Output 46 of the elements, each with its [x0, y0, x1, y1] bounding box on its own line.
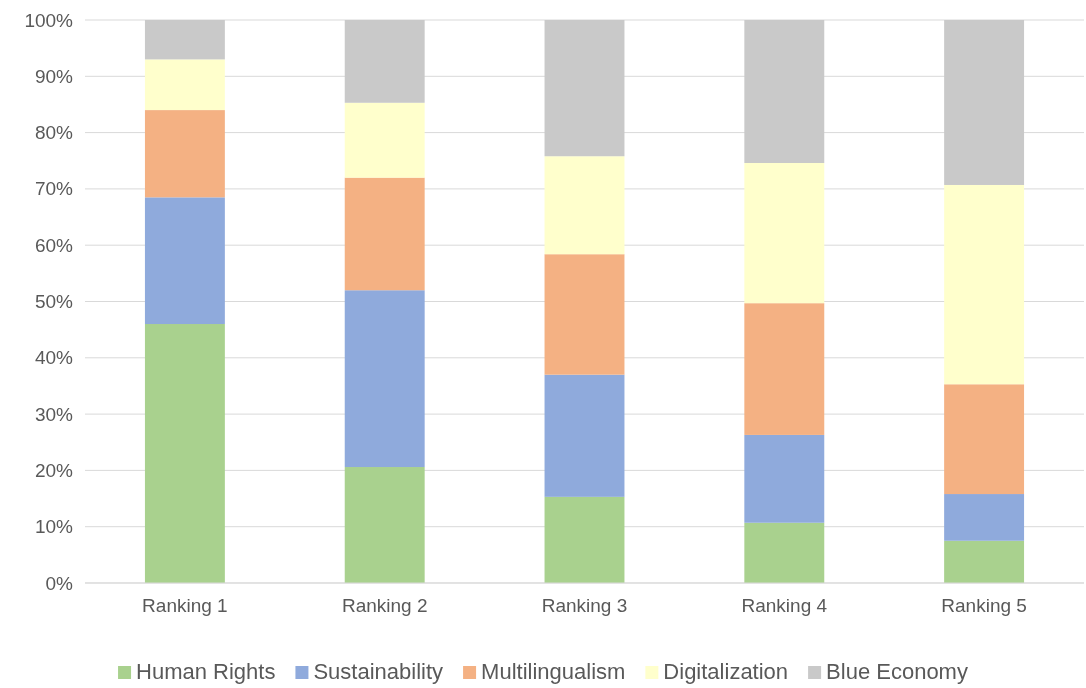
y-tick-label: 60%: [34, 234, 74, 256]
bar: [944, 184, 1025, 385]
y-tick-label: 10%: [34, 516, 74, 538]
y-tick-label: 80%: [34, 122, 74, 144]
bar: [944, 494, 1025, 541]
y-tick-label: 70%: [34, 178, 74, 200]
legend-label: Digitalization: [663, 659, 789, 684]
legend-label: Blue Economy: [826, 659, 968, 684]
bar: [144, 20, 225, 60]
bar: [344, 290, 425, 468]
bar: [544, 156, 625, 255]
bar: [744, 20, 825, 163]
bar: [744, 303, 825, 435]
y-tick-label: 30%: [34, 403, 74, 425]
bar: [544, 496, 625, 583]
bar: [144, 59, 225, 111]
legend-label: Sustainability: [313, 659, 444, 684]
bar: [344, 102, 425, 178]
y-tick-label: 100%: [24, 9, 74, 31]
bar: [144, 110, 225, 198]
bar: [944, 20, 1025, 185]
bar: [744, 522, 825, 583]
legend-label: Human Rights: [136, 659, 276, 684]
bar: [744, 163, 825, 304]
bar: [744, 434, 825, 523]
bar: [344, 177, 425, 291]
y-tick-label: 50%: [34, 291, 74, 313]
bar: [944, 384, 1025, 495]
y-tick-label: 90%: [34, 65, 74, 87]
bar: [944, 540, 1025, 583]
x-tick-label: Ranking 5: [941, 595, 1027, 617]
x-tick-label: Ranking 4: [741, 595, 828, 617]
x-tick-label: Ranking 1: [142, 595, 228, 617]
bar: [144, 197, 225, 325]
bar: [544, 20, 625, 157]
bar: [144, 324, 225, 583]
y-tick-label: 0%: [45, 572, 74, 594]
y-tick-label: 40%: [34, 347, 74, 369]
y-tick-label: 20%: [34, 459, 74, 481]
x-tick-label: Ranking 2: [341, 595, 428, 617]
bar: [344, 467, 425, 583]
bar: [344, 20, 425, 103]
x-tick-label: Ranking 3: [541, 595, 628, 617]
bar: [544, 254, 625, 375]
bar: [544, 374, 625, 497]
legend-label: Multilingualism: [481, 659, 626, 684]
